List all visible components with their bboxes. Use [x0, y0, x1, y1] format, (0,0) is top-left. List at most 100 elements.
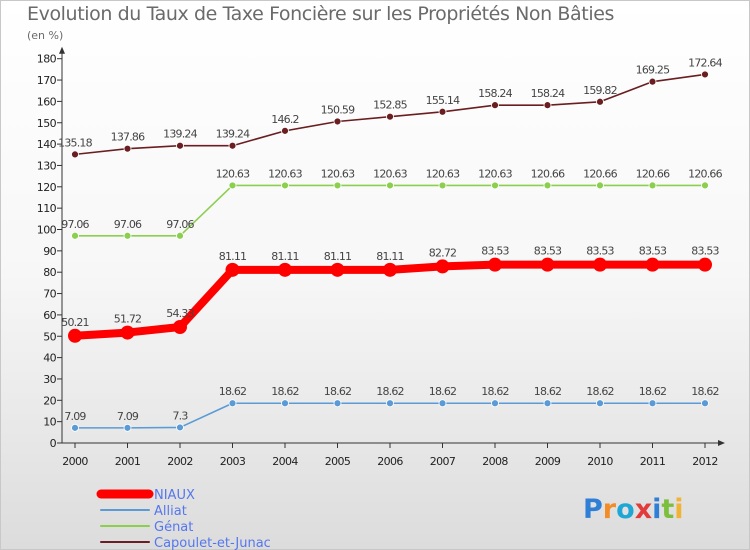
data-label: 139.24: [163, 128, 197, 141]
data-label: 159.82: [583, 84, 617, 97]
y-tick-label: 90: [43, 245, 56, 258]
y-tick-label: 120: [37, 181, 57, 194]
data-label: 158.24: [478, 87, 512, 100]
data-point: [488, 257, 502, 272]
data-label: 97.06: [61, 218, 89, 231]
data-label: 146.2: [271, 113, 299, 126]
data-point: [228, 181, 237, 190]
x-tick-label: 2005: [325, 455, 351, 468]
data-point: [176, 423, 184, 432]
brand-letter: i: [652, 494, 661, 525]
data-label: 120.66: [636, 167, 670, 180]
x-tick-label: 2004: [272, 455, 298, 468]
data-point: [540, 257, 555, 272]
data-point: [645, 257, 660, 272]
data-point: [438, 399, 447, 408]
data-point: [71, 150, 79, 159]
data-point: [491, 101, 499, 110]
data-point: [386, 181, 394, 190]
data-label: 120.66: [688, 167, 722, 180]
y-tick-label: 20: [43, 394, 56, 407]
data-label: 120.63: [373, 167, 407, 180]
y-tick-label: 170: [37, 74, 57, 87]
data-label: 7.09: [117, 410, 139, 423]
data-point: [333, 399, 342, 408]
data-point: [330, 262, 345, 277]
data-point: [123, 231, 132, 240]
data-point: [281, 126, 289, 135]
x-tick-label: 2007: [430, 455, 456, 468]
data-point: [435, 259, 450, 274]
data-point: [176, 231, 184, 240]
data-label: 158.24: [531, 87, 565, 100]
data-label: 83.53: [691, 245, 719, 258]
x-tick-label: 2011: [640, 455, 666, 468]
data-point: [120, 325, 135, 340]
data-point: [68, 328, 82, 343]
data-label: 83.53: [639, 245, 667, 258]
data-label: 7.09: [64, 410, 86, 423]
y-tick-label: 130: [37, 159, 57, 172]
y-tick-label: 60: [43, 309, 56, 322]
data-label: 18.62: [481, 385, 509, 398]
data-label: 120.63: [426, 167, 460, 180]
x-tick-label: 2000: [62, 455, 88, 468]
data-point: [491, 399, 499, 408]
data-label: 18.62: [376, 385, 404, 398]
data-label: 120.66: [531, 167, 565, 180]
x-tick-label: 2010: [587, 455, 613, 468]
data-point: [278, 262, 292, 277]
y-tick-label: 140: [37, 138, 57, 151]
data-point: [596, 399, 604, 408]
x-tick-label: 2003: [220, 455, 246, 468]
data-point: [698, 257, 712, 272]
data-point: [596, 97, 604, 106]
x-tick-label: 2008: [482, 455, 508, 468]
brand-letter: x: [635, 494, 652, 525]
data-point: [281, 399, 289, 408]
chart-title: Evolution du Taux de Taxe Foncière sur l…: [27, 3, 615, 25]
data-point: [228, 399, 237, 408]
x-tick-label: 2002: [167, 455, 193, 468]
data-label: 83.53: [481, 245, 509, 258]
data-label: 83.53: [534, 245, 562, 258]
data-point: [123, 144, 132, 153]
data-point: [701, 181, 709, 190]
data-label: 81.11: [324, 250, 352, 263]
data-label: 82.72: [429, 246, 457, 259]
data-label: 54.33: [166, 307, 194, 320]
data-point: [593, 257, 607, 272]
x-tick-label: 2006: [377, 455, 403, 468]
data-label: 137.86: [111, 131, 145, 144]
y-tick-label: 50: [43, 330, 56, 343]
y-tick-label: 160: [37, 95, 57, 108]
legend-label: Capoulet-et-Junac: [154, 536, 271, 550]
data-point: [648, 77, 657, 86]
data-point: [225, 262, 240, 277]
y-tick-label: 10: [43, 416, 56, 429]
data-point: [333, 117, 342, 126]
data-label: 50.21: [61, 316, 89, 329]
data-label: 97.06: [114, 218, 142, 231]
data-label: 120.63: [321, 167, 355, 180]
data-label: 7.3: [172, 409, 188, 422]
data-label: 120.63: [216, 167, 250, 180]
data-point: [701, 399, 709, 408]
brand-letter: o: [616, 494, 635, 525]
data-label: 51.72: [114, 313, 142, 326]
y-tick-label: 80: [43, 266, 56, 279]
data-label: 18.62: [271, 385, 299, 398]
data-label: 172.64: [688, 56, 722, 69]
y-tick-label: 150: [37, 117, 57, 130]
data-point: [596, 181, 604, 190]
data-label: 135.18: [58, 136, 92, 149]
y-tick-label: 40: [43, 352, 56, 365]
data-point: [71, 423, 79, 432]
data-label: 18.62: [534, 385, 562, 398]
data-label: 18.62: [586, 385, 614, 398]
brand-letter: P: [583, 494, 603, 525]
data-point: [71, 231, 79, 240]
data-label: 139.24: [216, 128, 250, 141]
data-label: 150.59: [321, 103, 355, 116]
